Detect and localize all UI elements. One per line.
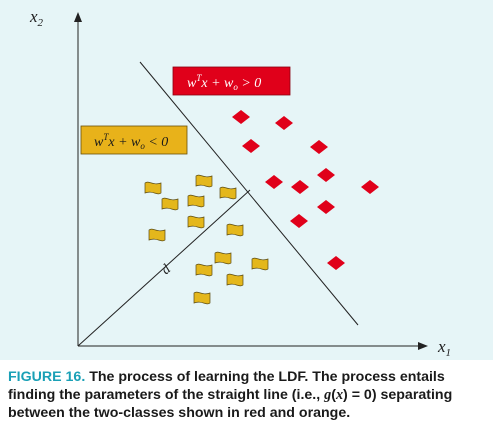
positive-region-box (172, 66, 291, 96)
x-axis-arrow-icon (418, 342, 428, 350)
figure-panel (0, 0, 493, 360)
caption-paren-open: ( (331, 387, 336, 403)
diamond-marker-icon (310, 140, 328, 154)
distance-line (77, 189, 251, 347)
caption-g: g (324, 387, 332, 403)
caption-text-2: ) = 0) separating between the two-classe… (8, 387, 453, 421)
wavy-flag-icon (161, 197, 179, 211)
ldf-diagram: x2 x1 d wTx + wo > 0 wTx + wo < 0 (29, 7, 451, 359)
diamond-marker-icon (291, 180, 309, 194)
diamond-marker-icon (242, 139, 260, 153)
diamond-marker-icon (232, 110, 250, 124)
negative-region-box (80, 125, 188, 155)
caption-lead: FIGURE 16. (8, 369, 86, 385)
wavy-flag-icon (144, 181, 162, 195)
diamond-marker-icon (265, 175, 283, 189)
wavy-flag-icon (251, 257, 269, 271)
diamond-marker-icon (317, 200, 335, 214)
wavy-flag-icon (148, 228, 166, 242)
wavy-flag-icon (214, 251, 232, 265)
red-class-points (232, 110, 379, 270)
positive-region-label: wTx + wo > 0 (187, 73, 261, 92)
y-axis-arrow-icon (74, 12, 82, 22)
diamond-marker-icon (290, 214, 308, 228)
diamond-marker-icon (361, 180, 379, 194)
diamond-marker-icon (317, 168, 335, 182)
distance-label: d (159, 261, 175, 278)
diamond-marker-icon (275, 116, 293, 130)
decision-boundary-line (139, 61, 359, 326)
wavy-flag-icon (219, 186, 237, 200)
wavy-flag-icon (226, 273, 244, 287)
wavy-flag-icon (187, 194, 205, 208)
caption-text-1: The process of learning the LDF. The pro… (8, 369, 445, 403)
wavy-flag-icon (195, 263, 213, 277)
wavy-flag-icon (193, 291, 211, 305)
figure-caption: FIGURE 16. The process of learning the L… (8, 368, 488, 422)
x-axis-label: x1 (437, 337, 451, 359)
wavy-flag-icon (195, 174, 213, 188)
wavy-flag-icon (226, 223, 244, 237)
wavy-flag-icon (187, 215, 205, 229)
caption-x: x (335, 387, 344, 403)
negative-region-label: wTx + wo < 0 (94, 132, 168, 151)
y-axis-label: x2 (29, 7, 44, 29)
diamond-marker-icon (327, 256, 345, 270)
